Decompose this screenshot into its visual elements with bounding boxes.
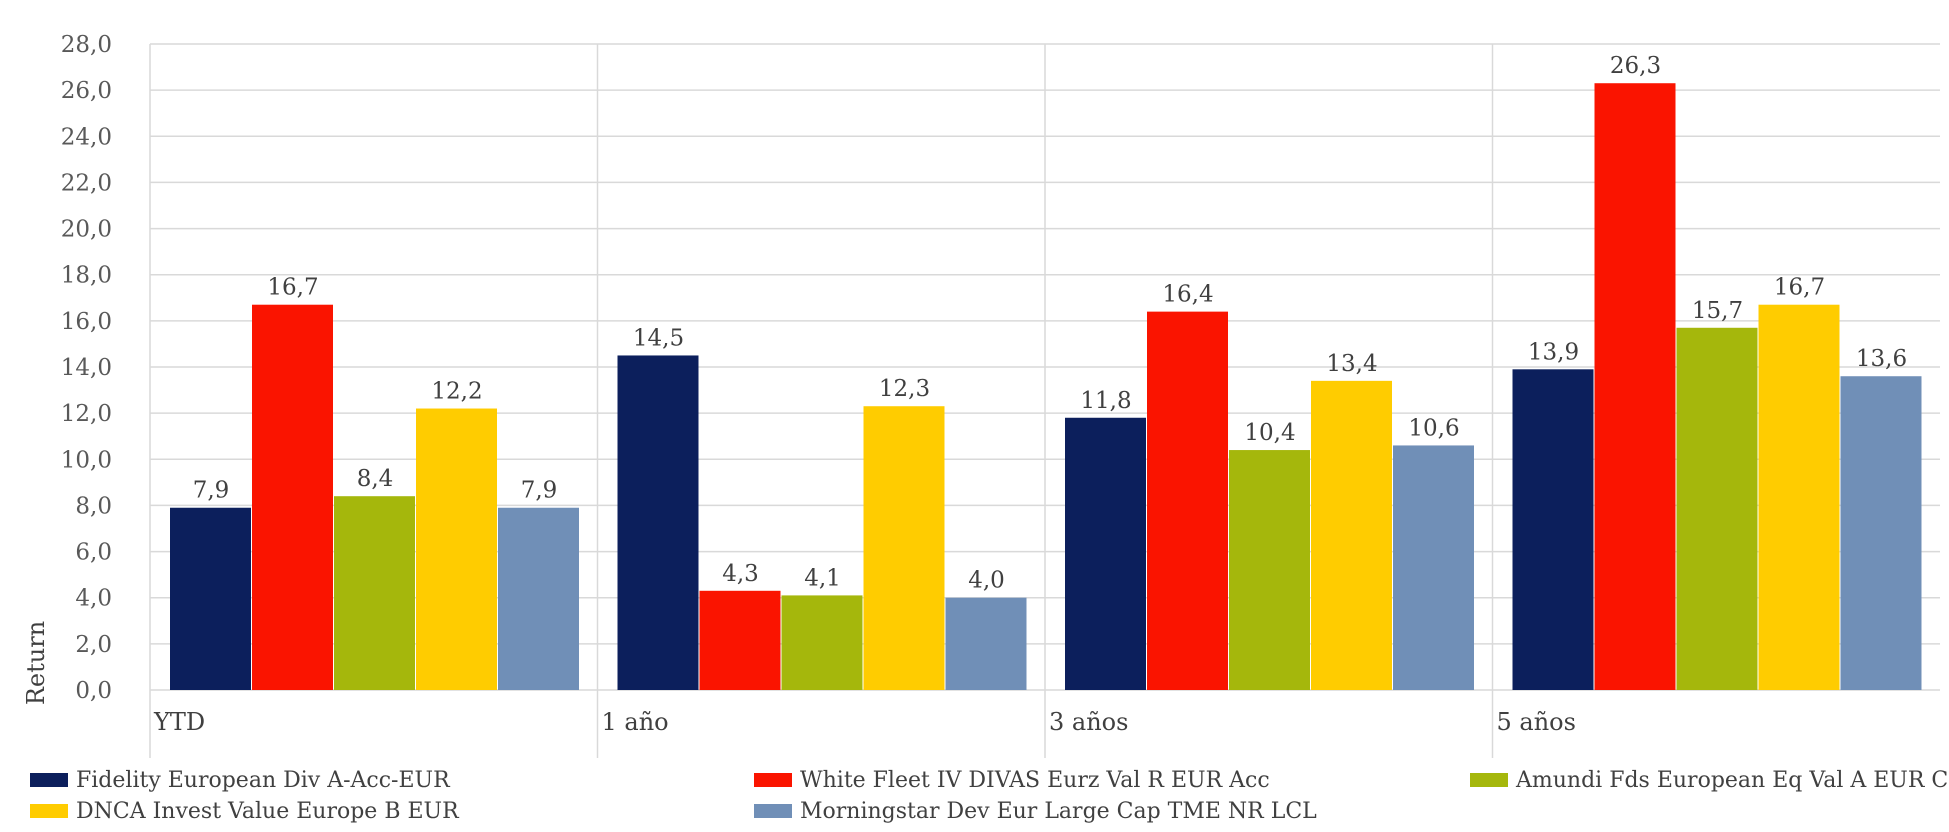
y-tick-label: 0,0 [75, 678, 112, 704]
y-tick-label: 22,0 [61, 170, 112, 196]
bar[interactable] [1676, 327, 1758, 690]
bar[interactable] [945, 597, 1027, 690]
bar[interactable] [1147, 311, 1228, 690]
y-tick-label: 8,0 [75, 493, 112, 519]
category-label: 1 año [602, 708, 669, 736]
data-label: 7,9 [193, 478, 230, 504]
y-tick-label: 16,0 [61, 309, 112, 335]
bar[interactable] [1840, 376, 1922, 690]
bar[interactable] [252, 304, 333, 690]
data-label: 16,7 [1774, 275, 1825, 301]
bar[interactable] [617, 355, 699, 690]
legend-label: Amundi Fds European Eq Val A EUR C [1516, 767, 1949, 793]
data-label: 14,5 [633, 325, 684, 351]
bar[interactable] [416, 408, 497, 690]
data-label: 10,4 [1244, 420, 1295, 446]
legend-label: Fidelity European Div A-Acc-EUR [76, 767, 450, 793]
legend-item-fidelity[interactable]: Fidelity European Div A-Acc-EUR [30, 765, 450, 795]
y-tick-label: 28,0 [61, 32, 112, 58]
data-label: 11,8 [1080, 388, 1131, 414]
y-tick-label: 14,0 [61, 355, 112, 381]
y-tick-label: 20,0 [61, 217, 112, 243]
category-separators [149, 44, 1494, 758]
bar[interactable] [781, 595, 863, 690]
bar[interactable] [863, 406, 945, 690]
legend-item-amundi[interactable]: Amundi Fds European Eq Val A EUR C [1470, 765, 1948, 795]
y-tick-label: 6,0 [75, 540, 112, 566]
y-tick-label: 10,0 [61, 447, 112, 473]
data-label: 26,3 [1610, 53, 1661, 79]
legend-item-white-fleet[interactable]: White Fleet IV DIVAS Eurz Val R EUR Acc [754, 765, 1270, 795]
legend-swatch [30, 804, 68, 818]
legend-item-dnca[interactable]: DNCA Invest Value Europe B EUR [30, 796, 459, 826]
y-tick-label: 12,0 [61, 401, 112, 427]
data-label: 8,4 [357, 466, 394, 492]
legend-label: White Fleet IV DIVAS Eurz Val R EUR Acc [800, 767, 1270, 793]
category-label: YTD [153, 708, 205, 736]
bar[interactable] [1758, 304, 1840, 690]
bar[interactable] [1393, 445, 1474, 690]
data-label: 4,0 [968, 568, 1005, 594]
bars [170, 83, 1922, 690]
legend-item-morningstar[interactable]: Morningstar Dev Eur Large Cap TME NR LCL [754, 796, 1317, 826]
category-labels: YTD 1 año 3 años 5 años [153, 708, 1576, 736]
data-label: 13,6 [1856, 346, 1907, 372]
y-axis-ticks: 0,0 2,0 4,0 6,0 8,0 10,0 12,0 14,0 16,0 18,0 20,0 2… [61, 32, 112, 704]
category-label: 3 años [1049, 708, 1128, 736]
bar[interactable] [699, 590, 781, 690]
data-label: 16,4 [1162, 282, 1213, 308]
bar[interactable] [1065, 417, 1146, 690]
y-tick-label: 26,0 [61, 78, 112, 104]
legend-swatch [754, 773, 792, 787]
data-label: 13,4 [1326, 351, 1377, 377]
data-label: 15,7 [1692, 298, 1743, 324]
legend-swatch [30, 773, 68, 787]
legend-label: DNCA Invest Value Europe B EUR [76, 798, 459, 824]
data-label: 10,6 [1408, 415, 1459, 441]
bar-chart: 0,0 2,0 4,0 6,0 8,0 10,0 12,0 14,0 16,0 18,0 20,0 2… [22, 32, 1940, 758]
y-tick-label: 24,0 [61, 124, 112, 150]
y-tick-label: 4,0 [75, 586, 112, 612]
data-label: 4,1 [804, 565, 841, 591]
data-label: 7,9 [521, 478, 558, 504]
data-label: 4,3 [722, 561, 759, 587]
category-label: 5 años [1497, 708, 1576, 736]
bar[interactable] [498, 507, 579, 690]
bar[interactable] [1311, 380, 1392, 690]
y-tick-label: 2,0 [75, 632, 112, 658]
bar[interactable] [1512, 369, 1594, 690]
bar[interactable] [170, 507, 251, 690]
y-tick-label: 18,0 [61, 263, 112, 289]
legend-swatch [754, 804, 792, 818]
legend-label: Morningstar Dev Eur Large Cap TME NR LCL [800, 798, 1317, 824]
bar[interactable] [1229, 450, 1310, 690]
data-label: 12,3 [879, 376, 930, 402]
data-labels: 7,9 16,7 8,4 12,2 7,9 14,5 4,3 4,1 12,3 4,0 11,8 16… [193, 53, 1907, 593]
bar[interactable] [334, 496, 415, 690]
y-axis-title: Return [22, 621, 50, 705]
legend-swatch [1470, 773, 1508, 787]
data-label: 12,2 [431, 379, 482, 405]
data-label: 16,7 [267, 275, 318, 301]
bar[interactable] [1594, 83, 1676, 690]
data-label: 13,9 [1528, 339, 1579, 365]
legend: Fidelity European Div A-Acc-EUR White Fl… [0, 760, 1949, 832]
